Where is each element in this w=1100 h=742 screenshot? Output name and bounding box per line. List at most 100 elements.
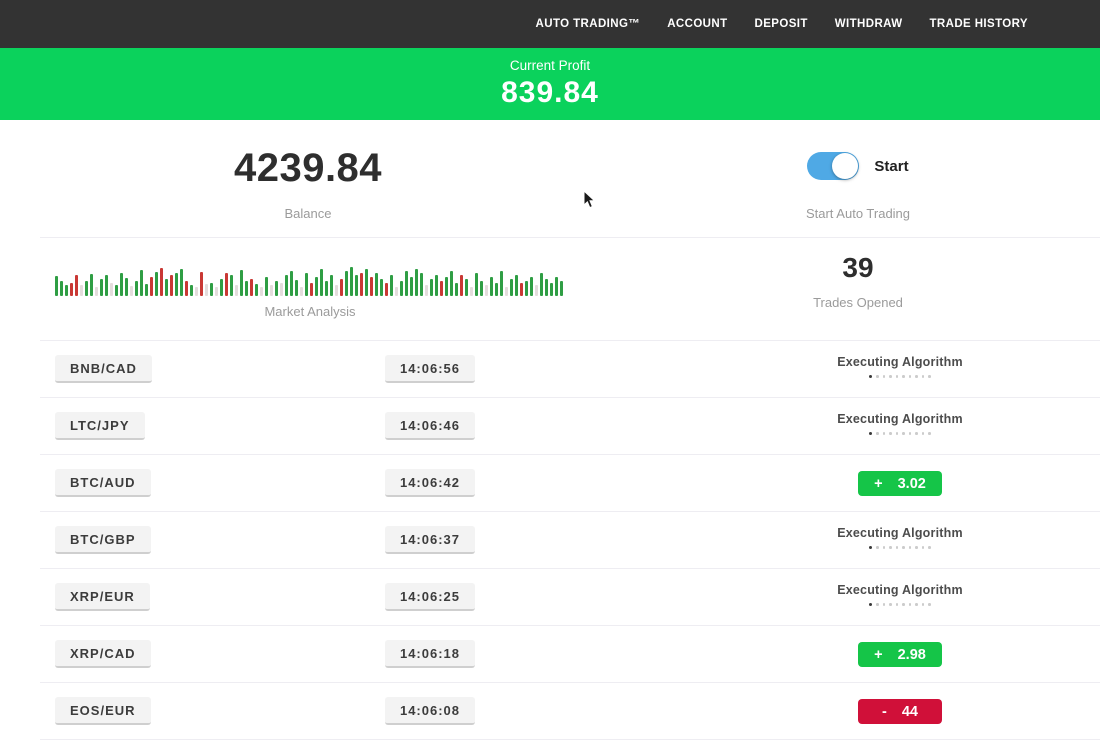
market-bar <box>370 277 373 296</box>
profit-banner: Current Profit 839.84 <box>0 48 1100 120</box>
pair-cell: BTC/GBP <box>40 526 340 554</box>
market-bar <box>185 281 188 296</box>
progress-dot <box>868 545 873 549</box>
market-bar <box>190 285 193 296</box>
pair-cell: BTC/AUD <box>40 469 340 497</box>
market-bar <box>345 271 348 296</box>
market-bar <box>235 285 238 296</box>
market-bar <box>355 275 358 296</box>
start-label: Start <box>874 157 909 175</box>
market-bar <box>495 283 498 296</box>
pair-badge: BNB/CAD <box>55 355 152 383</box>
status-cell: Executing Algorithm <box>700 526 1100 554</box>
market-bar <box>460 275 463 296</box>
pair-cell: EOS/EUR <box>40 697 340 725</box>
progress-dot <box>915 546 918 549</box>
loss-badge: -44 <box>858 698 942 724</box>
progress-dot <box>921 603 925 606</box>
market-bar <box>135 281 138 296</box>
progress-dot <box>895 603 899 606</box>
progress-dot <box>915 603 918 606</box>
trades-opened-label: Trades Opened <box>813 295 903 310</box>
executing-status: Executing Algorithm <box>837 412 963 435</box>
pair-cell: XRP/EUR <box>40 583 340 611</box>
market-bar <box>170 275 173 296</box>
progress-dot <box>908 546 912 549</box>
result-value: 2.98 <box>897 646 926 663</box>
market-bar <box>255 284 258 296</box>
market-bar <box>75 275 78 296</box>
market-bar <box>320 269 323 296</box>
market-bar <box>110 283 113 296</box>
time-cell: 14:06:08 <box>340 697 520 725</box>
time-cell: 14:06:42 <box>340 469 520 497</box>
market-bar <box>210 283 213 296</box>
result-sign: - <box>882 703 887 720</box>
status-cell: Executing Algorithm <box>700 355 1100 383</box>
progress-dots <box>837 431 963 435</box>
market-bar <box>410 277 413 296</box>
market-bar <box>305 273 308 296</box>
time-cell: 14:06:37 <box>340 526 520 554</box>
market-bar <box>60 281 63 296</box>
market-bar <box>380 279 383 296</box>
nav-item-withdraw[interactable]: WITHDRAW <box>834 18 903 30</box>
market-bar <box>270 285 273 296</box>
trades-opened-value: 39 <box>842 252 874 283</box>
executing-status: Executing Algorithm <box>837 526 963 549</box>
market-bar <box>440 281 443 296</box>
progress-dot <box>882 375 886 378</box>
market-bar <box>180 269 183 296</box>
market-bar <box>465 279 468 296</box>
result-value: 44 <box>901 703 918 720</box>
trade-time-badge: 14:06:08 <box>384 697 476 725</box>
market-bar <box>160 268 163 296</box>
market-bar <box>130 286 133 296</box>
market-bar <box>520 283 523 296</box>
progress-dot <box>895 432 899 435</box>
nav-item-account[interactable]: ACCOUNT <box>667 18 728 30</box>
market-bar <box>510 279 513 296</box>
trade-row: XRP/EUR 14:06:25 Executing Algorithm <box>40 569 1100 626</box>
executing-label: Executing Algorithm <box>837 355 963 369</box>
market-bar <box>195 287 198 296</box>
progress-dot <box>915 432 918 435</box>
market-row: Market Analysis 39 Trades Opened <box>40 237 1100 340</box>
nav-item-auto-trading[interactable]: AUTO TRADING™ <box>535 18 641 30</box>
trade-rows: BNB/CAD 14:06:56 Executing Algorithm LTC… <box>40 340 1100 740</box>
market-bar <box>500 271 503 296</box>
executing-label: Executing Algorithm <box>837 583 963 597</box>
trade-row: BNB/CAD 14:06:56 Executing Algorithm <box>40 341 1100 398</box>
market-bar <box>105 275 108 296</box>
market-bar <box>350 267 353 296</box>
auto-trading-toggle[interactable] <box>807 152 860 180</box>
pair-badge: EOS/EUR <box>55 697 151 725</box>
market-analysis-block: Market Analysis <box>40 238 616 340</box>
auto-trading-block: Start Start Auto Trading <box>616 120 1100 237</box>
market-bar <box>260 287 263 296</box>
time-cell: 14:06:56 <box>340 355 520 383</box>
status-cell: -44 <box>700 698 1100 724</box>
market-bar <box>280 283 283 296</box>
market-bar <box>545 279 548 296</box>
progress-dot <box>908 432 912 435</box>
market-bar <box>220 279 223 296</box>
nav-item-deposit[interactable]: DEPOSIT <box>754 18 808 30</box>
market-bar <box>140 270 143 296</box>
progress-dot <box>882 603 886 606</box>
progress-dot <box>928 546 931 549</box>
market-bar <box>525 281 528 296</box>
pair-badge: BTC/AUD <box>55 469 151 497</box>
progress-dot <box>889 546 892 549</box>
nav-item-trade-history[interactable]: TRADE HISTORY <box>929 18 1028 30</box>
market-bar <box>420 273 423 296</box>
progress-dot <box>928 375 931 378</box>
market-bar <box>550 283 553 296</box>
executing-status: Executing Algorithm <box>837 583 963 606</box>
status-cell: Executing Algorithm <box>700 583 1100 611</box>
market-bar <box>450 271 453 296</box>
market-bar <box>515 275 518 296</box>
executing-label: Executing Algorithm <box>837 526 963 540</box>
market-bar <box>100 279 103 296</box>
